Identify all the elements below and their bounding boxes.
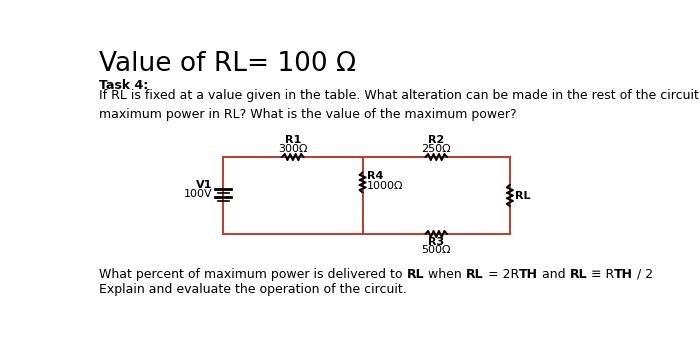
Text: RL: RL	[514, 191, 530, 201]
Text: TH: TH	[615, 268, 634, 281]
Text: R4: R4	[367, 171, 383, 181]
Text: V1: V1	[196, 180, 212, 190]
Text: 1000Ω: 1000Ω	[367, 181, 403, 191]
Text: and: and	[538, 268, 570, 281]
Text: / 2: / 2	[634, 268, 654, 281]
Text: = 2R: = 2R	[484, 268, 519, 281]
Text: 250Ω: 250Ω	[421, 144, 451, 154]
Text: 300Ω: 300Ω	[278, 144, 307, 154]
Text: If RL is fixed at a value given in the table. What alteration can be made in the: If RL is fixed at a value given in the t…	[99, 89, 700, 121]
Text: Value of RL= 100 Ω: Value of RL= 100 Ω	[99, 51, 356, 77]
Text: R2: R2	[428, 135, 444, 145]
Text: R1: R1	[285, 135, 301, 145]
Text: RL: RL	[570, 268, 587, 281]
Text: 100V: 100V	[183, 189, 212, 199]
Text: TH: TH	[519, 268, 538, 281]
Text: Explain and evaluate the operation of the circuit.: Explain and evaluate the operation of th…	[99, 283, 407, 296]
Text: when: when	[424, 268, 466, 281]
Text: ≡ R: ≡ R	[587, 268, 615, 281]
Text: Task 4:: Task 4:	[99, 79, 148, 92]
Text: RL: RL	[407, 268, 424, 281]
Text: R3: R3	[428, 237, 444, 247]
Text: 500Ω: 500Ω	[421, 245, 451, 255]
Text: What percent of maximum power is delivered to: What percent of maximum power is deliver…	[99, 268, 407, 281]
Text: RL: RL	[466, 268, 484, 281]
